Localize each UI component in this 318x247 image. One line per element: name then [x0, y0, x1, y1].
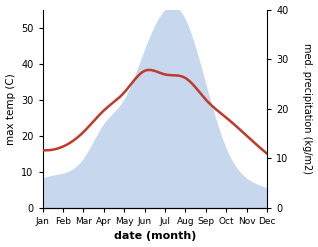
Y-axis label: max temp (C): max temp (C)	[5, 73, 16, 144]
X-axis label: date (month): date (month)	[114, 231, 196, 242]
Y-axis label: med. precipitation (kg/m2): med. precipitation (kg/m2)	[302, 43, 313, 174]
